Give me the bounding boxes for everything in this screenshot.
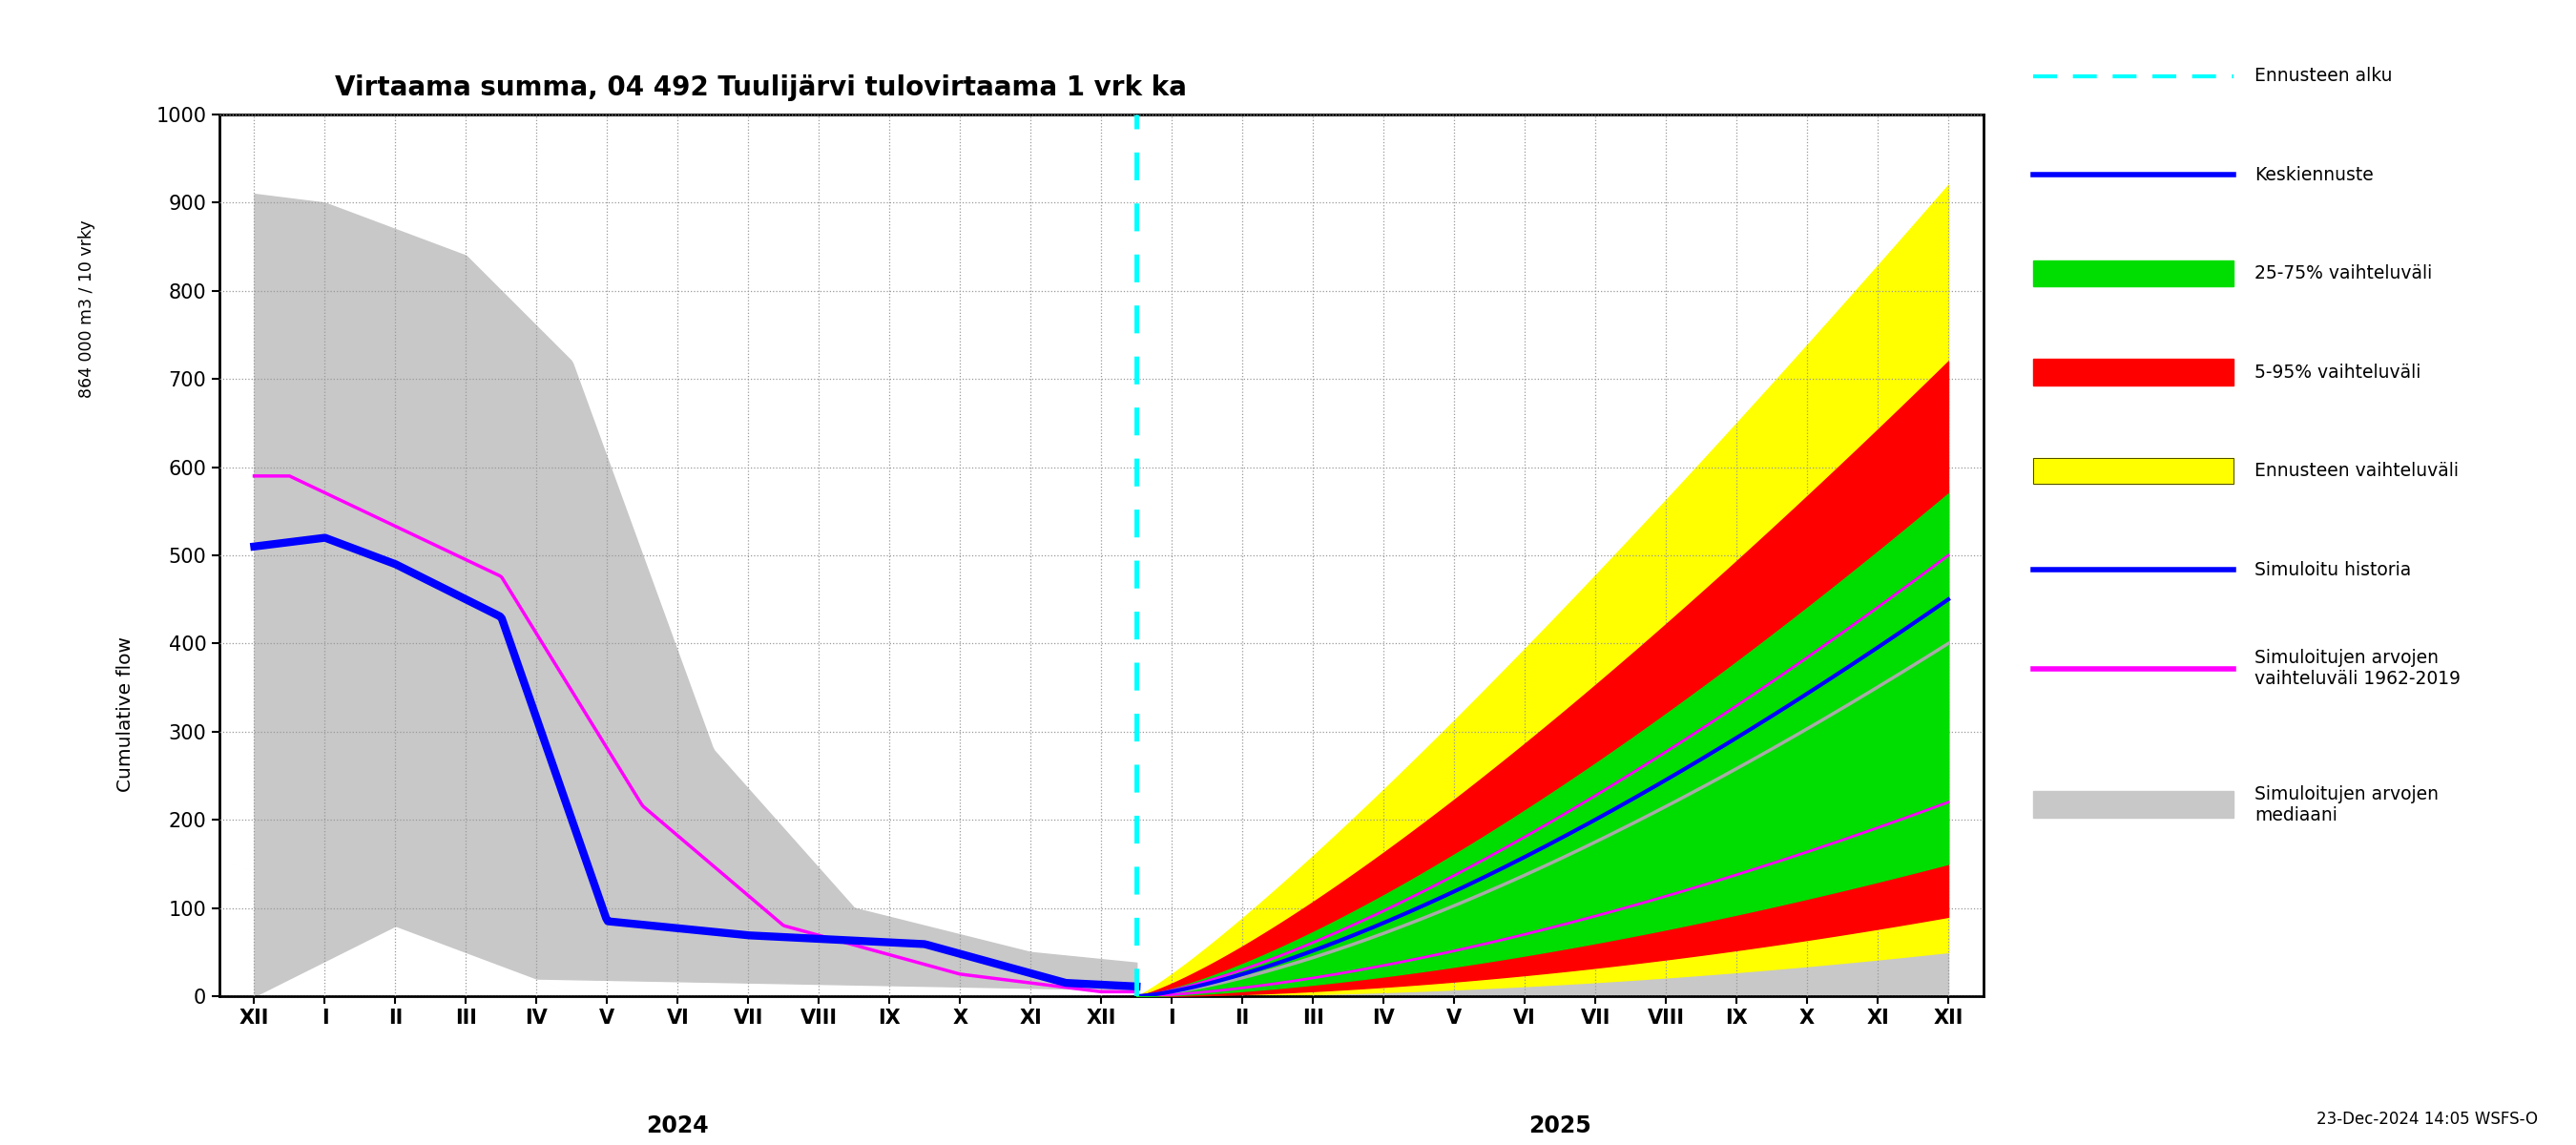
Bar bbox=[2032, 458, 2233, 484]
Text: 5-95% vaihteluväli: 5-95% vaihteluväli bbox=[2254, 363, 2421, 381]
Text: Simuloitujen arvojen
vaihteluväli 1962-2019: Simuloitujen arvojen vaihteluväli 1962-2… bbox=[2254, 649, 2460, 688]
Text: 23-Dec-2024 14:05 WSFS-O: 23-Dec-2024 14:05 WSFS-O bbox=[2316, 1111, 2537, 1128]
Bar bbox=[2032, 791, 2233, 818]
Text: 2025: 2025 bbox=[1528, 1115, 1592, 1138]
Bar bbox=[2032, 360, 2233, 386]
Text: Ennusteen alku: Ennusteen alku bbox=[2254, 66, 2393, 85]
Text: Virtaama summa, 04 492 Tuulijärvi tulovirtaama 1 vrk ka: Virtaama summa, 04 492 Tuulijärvi tulovi… bbox=[335, 74, 1188, 101]
Text: 2024: 2024 bbox=[647, 1115, 708, 1138]
Text: 25-75% vaihteluväli: 25-75% vaihteluväli bbox=[2254, 264, 2432, 283]
Text: Ennusteen vaihteluväli: Ennusteen vaihteluväli bbox=[2254, 461, 2458, 480]
Text: Cumulative flow: Cumulative flow bbox=[116, 637, 134, 792]
Text: Simuloitu historia: Simuloitu historia bbox=[2254, 561, 2411, 579]
Text: Simuloitujen arvojen
mediaani: Simuloitujen arvojen mediaani bbox=[2254, 785, 2439, 824]
Text: 864 000 m3 / 10 vrky: 864 000 m3 / 10 vrky bbox=[77, 220, 95, 397]
Bar bbox=[2032, 260, 2233, 286]
Text: Keskiennuste: Keskiennuste bbox=[2254, 166, 2372, 184]
Bar bbox=[2032, 458, 2233, 484]
